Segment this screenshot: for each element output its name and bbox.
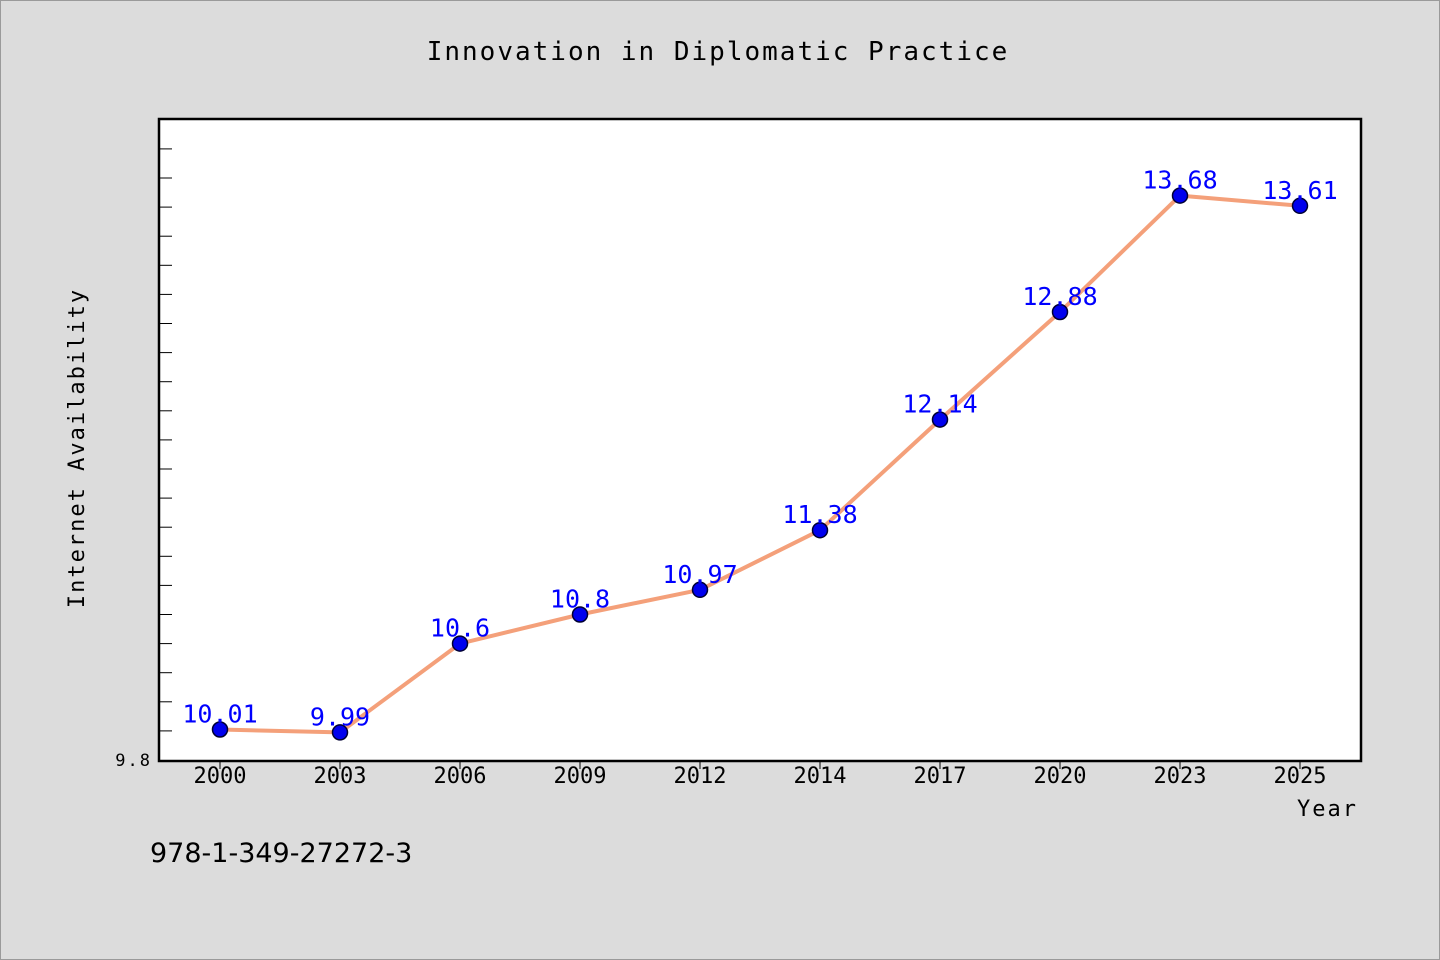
data-label-layer: 10.01 9.99 10.6 10.8 10.97 11.38 12.14 12.88 13.… xyxy=(182,166,1337,732)
x-tick-label: 2014 xyxy=(794,764,847,789)
data-label: 13.61 xyxy=(1262,176,1337,205)
y-axis-ticks: 9.8 xyxy=(115,148,172,771)
data-point xyxy=(211,721,229,738)
x-tick-label: 2009 xyxy=(554,764,607,789)
data-label: 10.01 xyxy=(182,700,257,729)
x-axis-ticks: 2000 2003 2006 2009 2012 2014 2017 2020 2023 2025 xyxy=(194,760,1327,789)
series-layer xyxy=(211,187,1309,741)
data-label: 12.14 xyxy=(902,390,977,419)
data-point xyxy=(1171,187,1189,204)
series-line xyxy=(218,193,1302,735)
x-tick-label: 2006 xyxy=(434,764,487,789)
x-tick-label: 2003 xyxy=(314,764,367,789)
data-point xyxy=(571,606,589,623)
data-point xyxy=(811,521,829,539)
data-point xyxy=(691,581,709,599)
chart-title: Innovation in Diplomatic Practice xyxy=(427,37,1010,67)
isbn-footer: 978-1-349-27272-3 xyxy=(150,838,412,869)
x-tick-label: 2017 xyxy=(914,764,967,789)
data-label: 11.38 xyxy=(782,500,857,529)
x-axis-label: Year xyxy=(1297,797,1358,822)
data-label: 12.88 xyxy=(1022,282,1097,311)
data-point xyxy=(1051,303,1069,321)
x-tick-label: 2000 xyxy=(194,764,247,789)
y-axis-label: Internet Availability xyxy=(65,288,90,608)
data-label: 10.8 xyxy=(550,585,610,614)
data-point xyxy=(931,411,949,428)
data-label: 10.97 xyxy=(662,560,737,589)
x-tick-label: 2012 xyxy=(674,764,727,789)
data-point xyxy=(451,635,469,652)
data-point xyxy=(1291,197,1309,215)
y-tick-label: 9.8 xyxy=(115,751,152,771)
data-label: 10.6 xyxy=(430,614,490,643)
data-label: 9.99 xyxy=(310,702,370,731)
x-tick-label: 2020 xyxy=(1034,764,1087,789)
x-tick-label: 2025 xyxy=(1274,764,1327,789)
x-tick-label: 2023 xyxy=(1154,764,1207,789)
data-label: 13.68 xyxy=(1142,166,1217,195)
data-point xyxy=(331,724,349,741)
plot-area xyxy=(157,117,1363,763)
